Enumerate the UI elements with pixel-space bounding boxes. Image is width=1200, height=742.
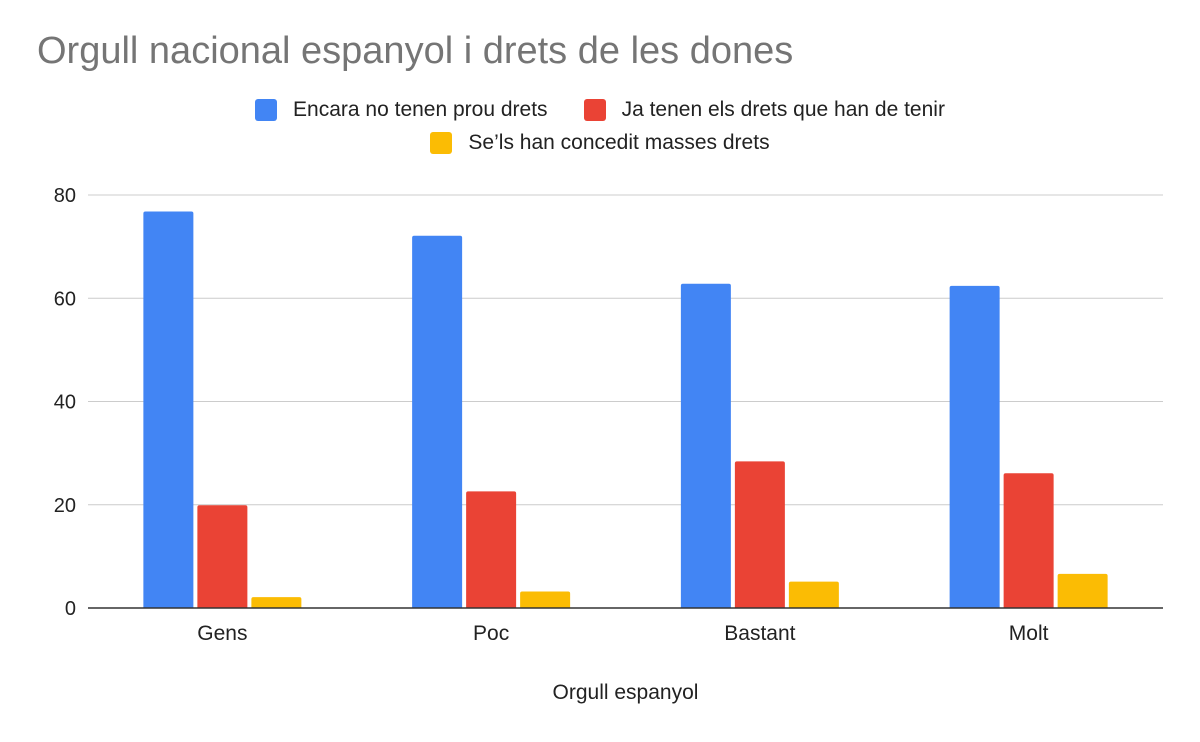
bar[interactable] — [788, 581, 839, 608]
legend-swatch — [255, 99, 278, 121]
y-tick-label: 80 — [54, 185, 76, 207]
x-tick-label: Poc — [473, 622, 509, 645]
legend-row: Encara no tenen prou drets Ja tenen els … — [0, 98, 1200, 122]
legend-item-encara-no-tenen-prou-drets[interactable]: Encara no tenen prou drets — [255, 98, 548, 122]
chart-title: Orgull nacional espanyol i drets de les … — [37, 30, 794, 72]
bar[interactable] — [734, 461, 785, 608]
bar[interactable] — [466, 491, 517, 608]
bar[interactable] — [1003, 473, 1054, 608]
bar[interactable] — [680, 283, 731, 608]
gridlines — [88, 194, 1163, 506]
y-tick-label: 40 — [54, 392, 76, 414]
bar[interactable] — [412, 235, 463, 608]
bar[interactable] — [197, 505, 248, 608]
x-tick-label: Molt — [1009, 622, 1049, 645]
bar[interactable] — [949, 285, 1000, 608]
legend-item-ja-tenen-els-drets[interactable]: Ja tenen els drets que han de tenir — [583, 98, 945, 122]
legend-item-masses-drets[interactable]: Se’ls han concedit masses drets — [430, 131, 770, 155]
x-axis-ticks: Gens Poc Bastant Molt — [197, 622, 1048, 645]
bar[interactable] — [143, 211, 194, 608]
legend-row: Se’ls han concedit masses drets — [0, 131, 1200, 155]
y-tick-label: 20 — [54, 495, 76, 517]
legend-label: Se’ls han concedit masses drets — [468, 131, 770, 154]
y-tick-label: 0 — [65, 598, 76, 620]
y-tick-label: 60 — [54, 288, 76, 310]
x-tick-label: Bastant — [724, 622, 795, 645]
bar[interactable] — [520, 591, 571, 608]
legend-label: Encara no tenen prou drets — [293, 98, 548, 121]
bars — [143, 211, 1108, 608]
bar[interactable] — [1057, 573, 1108, 608]
y-axis-ticks: 0 20 40 60 80 — [54, 185, 76, 620]
bar[interactable] — [251, 597, 302, 608]
legend-swatch — [430, 132, 453, 154]
x-tick-label: Gens — [197, 622, 247, 645]
x-axis-label: Orgull espanyol — [553, 681, 699, 704]
legend-label: Ja tenen els drets que han de tenir — [621, 98, 945, 121]
legend-swatch — [583, 99, 606, 121]
